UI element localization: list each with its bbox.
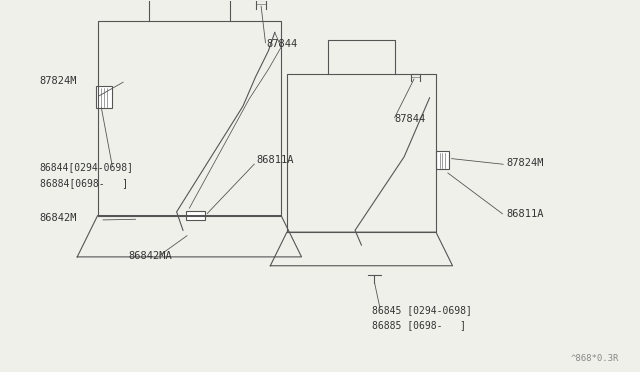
Text: 86842M: 86842M [40,214,77,224]
Text: 87824M: 87824M [507,158,544,168]
Text: 86844[0294-0698]: 86844[0294-0698] [40,162,134,172]
Text: 87824M: 87824M [40,76,77,86]
Text: 87844: 87844 [266,39,298,49]
Text: 86845 [0294-0698]: 86845 [0294-0698] [372,305,472,315]
Text: 86811A: 86811A [256,155,294,165]
Text: 86842MA: 86842MA [129,251,173,261]
FancyBboxPatch shape [97,86,111,109]
FancyBboxPatch shape [436,151,449,169]
Text: 87844: 87844 [394,114,425,124]
FancyBboxPatch shape [186,211,205,220]
Text: 86884[0698-   ]: 86884[0698- ] [40,178,128,188]
Text: ^868*0.3R: ^868*0.3R [571,354,620,363]
Text: 86885 [0698-   ]: 86885 [0698- ] [372,321,467,331]
Text: 86811A: 86811A [506,209,543,219]
